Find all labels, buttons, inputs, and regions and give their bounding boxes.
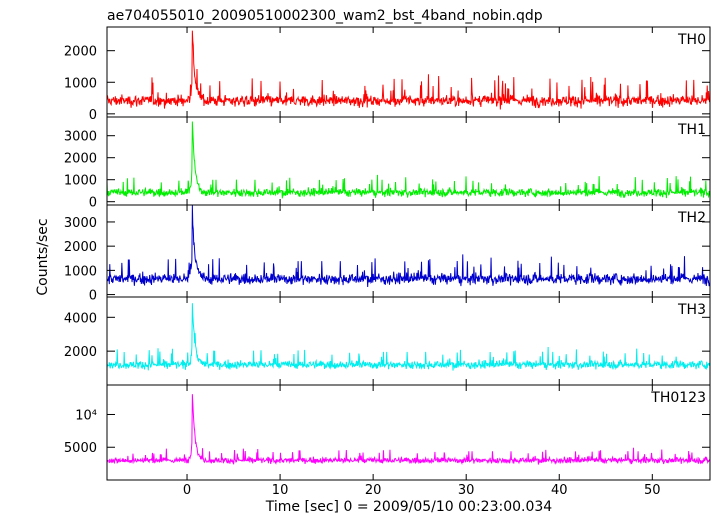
y-tick-label: 1000 — [64, 174, 97, 189]
y-axis-label: Counts/sec — [35, 218, 51, 295]
series-th2 — [107, 205, 710, 288]
figure-title: ae704055010_20090510002300_wam2_bst_4ban… — [107, 8, 543, 24]
x-tick-label: 40 — [551, 483, 568, 498]
x-axis-label: Time [sec] 0 = 2009/05/10 00:23:00.034 — [265, 499, 553, 515]
panel-th3: 2000 4000 TH3 — [64, 296, 711, 386]
y-tick-label: 2000 — [64, 240, 97, 255]
panel-label: TH0 — [677, 32, 706, 48]
y-tick-label: 10⁴ — [75, 408, 97, 423]
panel-label: TH1 — [677, 122, 706, 138]
y-tick-label: 0 — [89, 108, 97, 123]
y-tick-label: 2000 — [64, 345, 97, 360]
x-tick-label: 50 — [644, 483, 661, 498]
series-th0 — [107, 30, 710, 110]
panel-label: TH2 — [677, 210, 706, 226]
y-tick-label: 5000 — [64, 441, 97, 456]
panel-frame — [106, 296, 711, 386]
panel-label: TH0123 — [650, 390, 706, 406]
y-tick-label: 2000 — [64, 45, 97, 60]
x-tick-label: 30 — [458, 483, 475, 498]
y-tick-label: 1000 — [64, 264, 97, 279]
x-tick-label: 20 — [365, 483, 382, 498]
panel-th0: 0 1000 2000 TH0 — [64, 26, 711, 123]
x-tick-label: 0 — [183, 483, 191, 498]
series-th1 — [107, 121, 710, 199]
panel-th0123: 5000 10⁴ TH0123 — [64, 384, 711, 481]
panel-label: TH3 — [677, 302, 706, 318]
series-th0123 — [107, 394, 710, 466]
y-tick-label: 3000 — [64, 216, 97, 231]
series-th3 — [107, 303, 710, 371]
panel-th1: 0 1000 2000 3000 TH1 — [64, 116, 711, 211]
panel-frame — [106, 384, 711, 481]
y-tick-label: 3000 — [64, 130, 97, 145]
y-tick-label: 0 — [89, 289, 97, 304]
y-tick-label: 2000 — [64, 152, 97, 167]
y-tick-label: 0 — [89, 196, 97, 211]
y-tick-label: 1000 — [64, 76, 97, 91]
panel-th2: 0 1000 2000 3000 TH2 — [64, 204, 711, 304]
y-tick-label: 4000 — [64, 311, 97, 326]
x-tick-label: 10 — [272, 483, 289, 498]
